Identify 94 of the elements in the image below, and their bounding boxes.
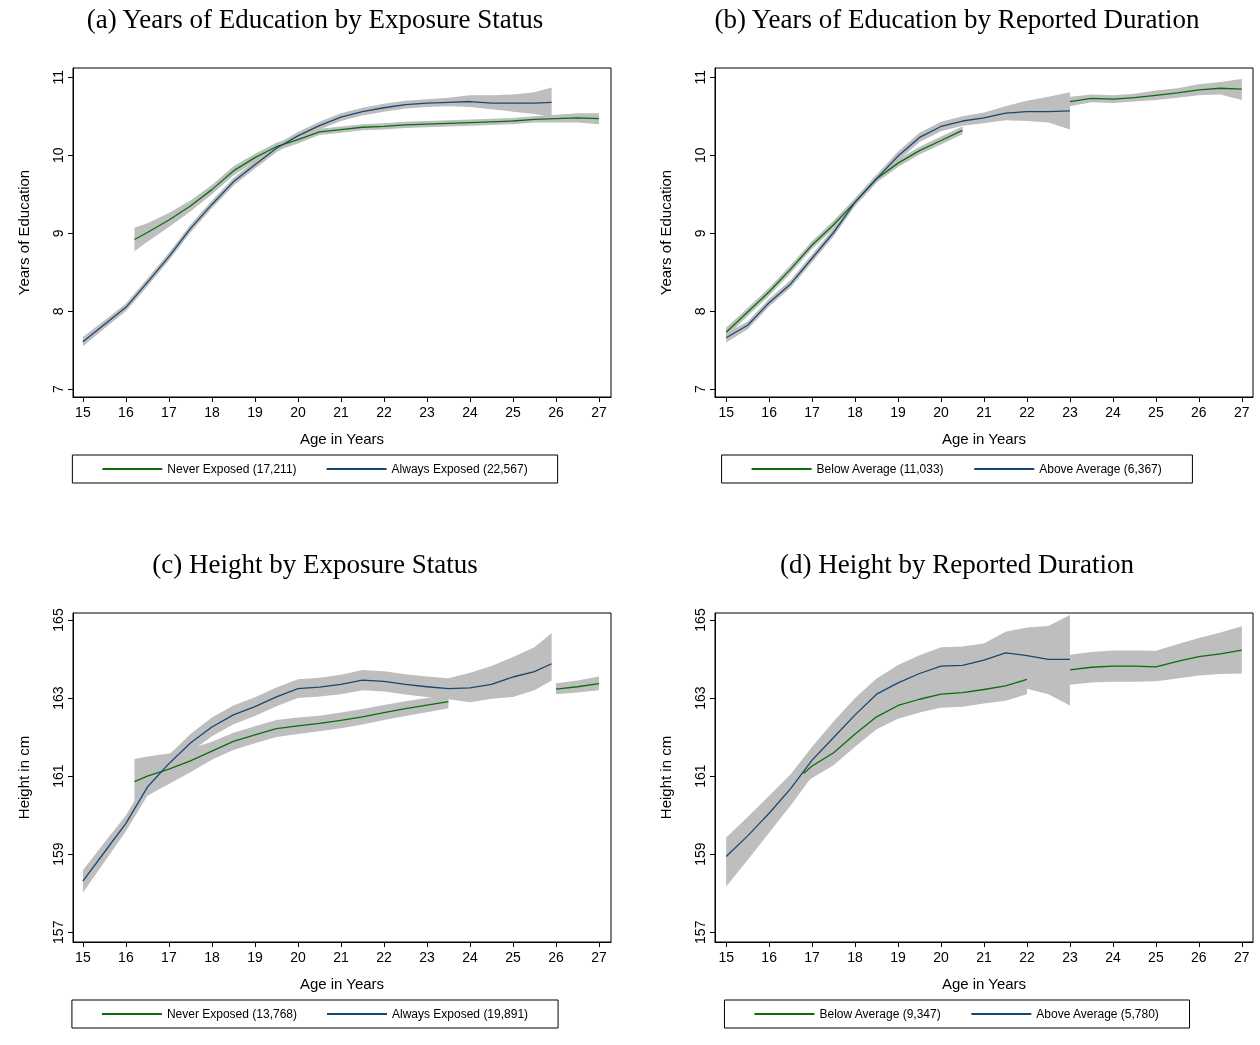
y-tick-label: 157 [50, 920, 66, 944]
x-tick-label: 16 [761, 404, 778, 420]
y-tick-label: 8 [50, 307, 66, 316]
x-tick-label: 24 [462, 404, 478, 420]
chart-title: (a) Years of Education by Exposure Status [86, 3, 544, 34]
legend-label: Never Exposed (13,768) [166, 1007, 298, 1021]
x-tick-label: 17 [161, 949, 177, 965]
x-axis-title: Age in Years [941, 430, 1027, 447]
x-tick-label: 21 [333, 949, 349, 965]
y-axis-title: Years of Education [15, 169, 32, 296]
y-tick-label: 8 [692, 307, 708, 316]
x-tick-label: 25 [1148, 404, 1164, 420]
y-tick-label: 10 [692, 147, 708, 164]
y-tick-label: 163 [692, 686, 708, 710]
legend-label: Above Average (6,367) [1039, 462, 1162, 476]
x-tick-label: 17 [161, 404, 177, 420]
y-tick-label: 163 [50, 686, 66, 710]
x-tick-label: 16 [118, 949, 134, 965]
x-tick-label: 18 [204, 404, 220, 420]
x-tick-label: 20 [933, 404, 950, 420]
chart-title: (c) Height by Exposure Status [152, 548, 478, 579]
x-axis-title: Age in Years [941, 975, 1027, 992]
x-tick-label: 16 [761, 949, 778, 965]
y-tick-label: 10 [50, 147, 66, 164]
y-tick-label: 165 [692, 608, 708, 632]
y-tick-label: 161 [50, 764, 66, 788]
x-tick-label: 19 [247, 949, 263, 965]
x-tick-label: 21 [976, 404, 992, 420]
x-tick-label: 18 [847, 404, 864, 420]
x-tick-label: 21 [976, 949, 992, 965]
x-tick-label: 19 [247, 404, 263, 420]
x-tick-label: 23 [419, 404, 435, 420]
y-tick-label: 7 [50, 385, 66, 394]
legend-label: Always Exposed (22,567) [391, 462, 528, 476]
x-tick-label: 15 [75, 404, 91, 420]
x-tick-label: 15 [718, 404, 735, 420]
x-axis-title: Age in Years [299, 430, 385, 447]
y-tick-label: 11 [50, 69, 66, 85]
x-tick-label: 22 [1019, 404, 1035, 420]
x-tick-label: 18 [204, 949, 220, 965]
x-tick-label: 24 [1105, 949, 1121, 965]
y-axis-title: Height in cm [15, 735, 32, 820]
x-tick-label: 27 [591, 949, 607, 965]
x-tick-label: 22 [376, 404, 392, 420]
x-axis-title: Age in Years [299, 975, 385, 992]
x-tick-label: 25 [1148, 949, 1164, 965]
y-tick-label: 159 [692, 842, 708, 866]
x-tick-label: 24 [462, 949, 478, 965]
y-tick-label: 11 [692, 69, 708, 85]
x-tick-label: 26 [1191, 949, 1207, 965]
x-tick-label: 19 [890, 404, 907, 420]
x-tick-label: 27 [1234, 949, 1250, 965]
x-tick-label: 19 [890, 949, 907, 965]
x-tick-label: 16 [118, 404, 134, 420]
x-tick-label: 26 [548, 949, 564, 965]
y-tick-label: 161 [692, 764, 708, 788]
x-tick-label: 23 [419, 949, 435, 965]
x-tick-label: 23 [1062, 404, 1078, 420]
x-tick-label: 23 [1062, 949, 1078, 965]
x-tick-label: 22 [1019, 949, 1035, 965]
x-tick-label: 26 [1191, 404, 1207, 420]
y-tick-label: 157 [692, 920, 708, 944]
y-tick-label: 9 [50, 229, 66, 238]
x-tick-label: 20 [290, 404, 306, 420]
x-tick-label: 15 [718, 949, 735, 965]
x-tick-label: 26 [548, 404, 564, 420]
legend-label: Below Average (9,347) [819, 1007, 941, 1021]
legend-label: Never Exposed (17,211) [167, 462, 297, 476]
x-tick-label: 17 [804, 404, 821, 420]
y-axis-title: Height in cm [657, 735, 674, 820]
x-tick-label: 20 [933, 949, 950, 965]
chart-title: (d) Height by Reported Duration [780, 548, 1135, 579]
y-tick-label: 159 [50, 842, 66, 866]
x-tick-label: 24 [1105, 404, 1121, 420]
y-tick-label: 7 [692, 385, 708, 394]
x-tick-label: 17 [804, 949, 821, 965]
x-tick-label: 21 [333, 404, 349, 420]
x-tick-label: 22 [376, 949, 392, 965]
y-tick-label: 165 [50, 608, 66, 632]
x-tick-label: 27 [1234, 404, 1250, 420]
x-tick-label: 25 [505, 404, 521, 420]
legend-label: Above Average (5,780) [1036, 1007, 1159, 1021]
x-tick-label: 25 [505, 949, 521, 965]
x-tick-label: 27 [591, 404, 607, 420]
legend-label: Below Average (11,033) [816, 462, 944, 476]
x-tick-label: 15 [75, 949, 91, 965]
chart-title: (b) Years of Education by Reported Duration [714, 3, 1201, 34]
line-series [82, 663, 553, 882]
y-tick-label: 9 [692, 229, 708, 238]
y-axis-title: Years of Education [657, 169, 674, 296]
x-tick-label: 18 [847, 949, 864, 965]
x-tick-label: 20 [290, 949, 306, 965]
legend-label: Always Exposed (19,891) [392, 1007, 529, 1021]
line-series [725, 652, 1071, 858]
